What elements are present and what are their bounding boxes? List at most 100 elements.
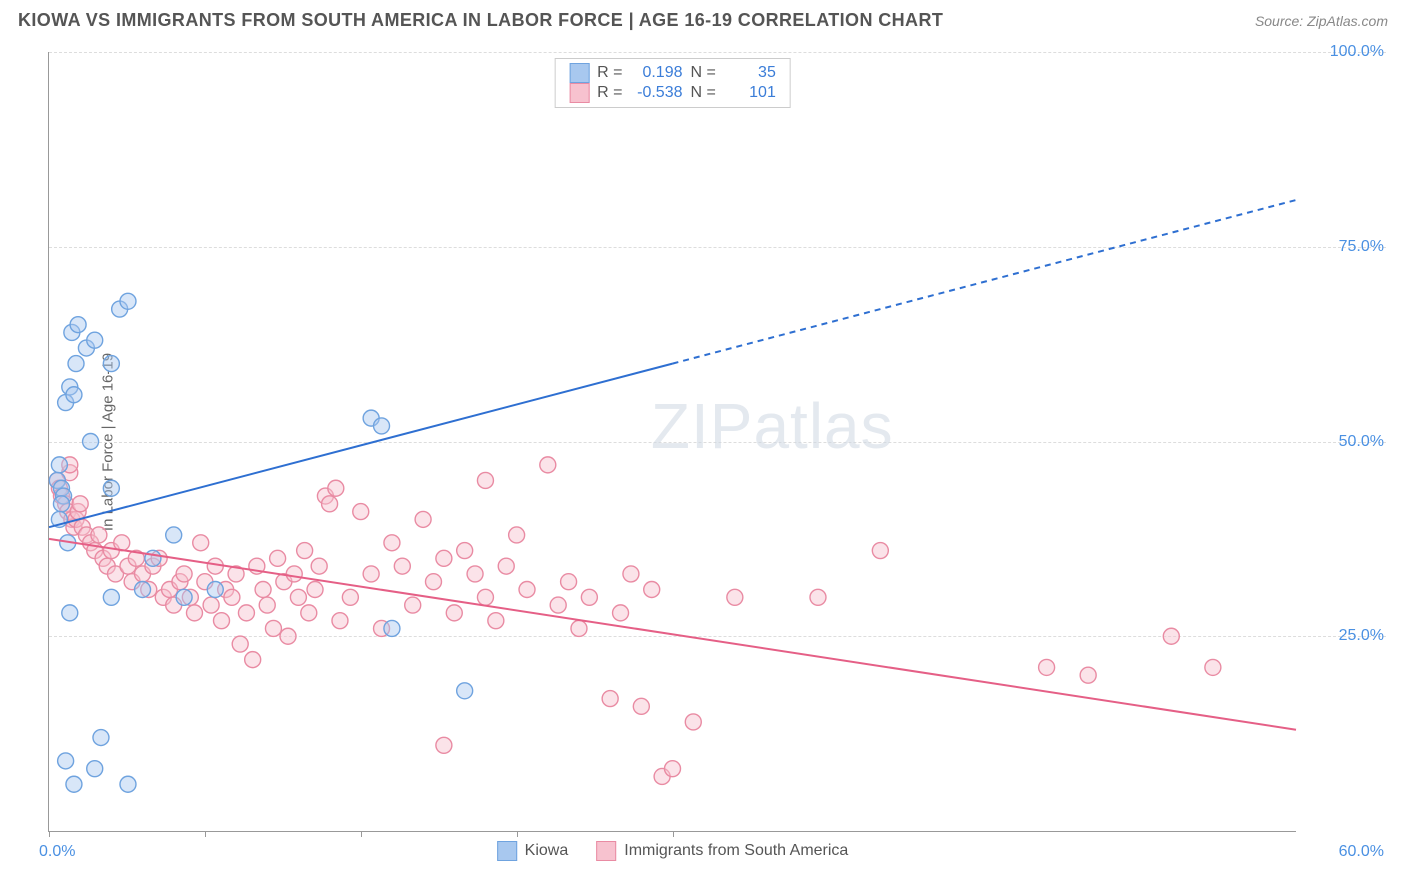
- data-point: [436, 550, 452, 566]
- trend-line: [49, 539, 1296, 730]
- data-point: [550, 597, 566, 613]
- data-point: [270, 550, 286, 566]
- stats-swatch-kiowa: [569, 63, 589, 83]
- chart-title: KIOWA VS IMMIGRANTS FROM SOUTH AMERICA I…: [18, 10, 943, 31]
- y-tick-label: 75.0%: [1339, 238, 1384, 256]
- data-point: [286, 566, 302, 582]
- data-point: [232, 636, 248, 652]
- data-point: [665, 761, 681, 777]
- data-point: [467, 566, 483, 582]
- stats-row-immigrants: R = -0.538 N = 101: [569, 83, 776, 103]
- stats-N-label: N =: [691, 84, 716, 102]
- stats-R-label: R =: [597, 64, 622, 82]
- data-point: [457, 683, 473, 699]
- stats-N-label: N =: [691, 64, 716, 82]
- data-point: [307, 582, 323, 598]
- data-point: [72, 496, 88, 512]
- data-point: [415, 511, 431, 527]
- data-point: [51, 457, 67, 473]
- stats-N-kiowa: 35: [724, 64, 776, 82]
- data-point: [623, 566, 639, 582]
- data-point: [498, 558, 514, 574]
- data-point: [207, 582, 223, 598]
- data-point: [290, 589, 306, 605]
- data-point: [394, 558, 410, 574]
- y-tick-label: 100.0%: [1330, 43, 1384, 61]
- data-point: [120, 776, 136, 792]
- data-point: [374, 418, 390, 434]
- data-point: [353, 504, 369, 520]
- x-tick: [517, 831, 518, 837]
- trend-line: [49, 364, 673, 528]
- data-point: [93, 730, 109, 746]
- data-point: [145, 550, 161, 566]
- data-point: [265, 620, 281, 636]
- data-point: [457, 543, 473, 559]
- data-point: [166, 527, 182, 543]
- data-point: [135, 582, 151, 598]
- data-point: [685, 714, 701, 730]
- data-point: [297, 543, 313, 559]
- data-point: [214, 613, 230, 629]
- data-point: [301, 605, 317, 621]
- data-point: [87, 761, 103, 777]
- data-point: [384, 620, 400, 636]
- legend: Kiowa Immigrants from South America: [497, 841, 849, 861]
- stats-R-immigrants: -0.538: [631, 84, 683, 102]
- data-point: [176, 589, 192, 605]
- stats-swatch-immigrants: [569, 83, 589, 103]
- data-point: [488, 613, 504, 629]
- data-point: [872, 543, 888, 559]
- data-point: [405, 597, 421, 613]
- legend-item-immigrants: Immigrants from South America: [596, 841, 848, 861]
- data-point: [425, 574, 441, 590]
- x-tick: [361, 831, 362, 837]
- data-point: [255, 582, 271, 598]
- data-point: [1163, 628, 1179, 644]
- x-axis-max-label: 60.0%: [1339, 843, 1384, 861]
- data-point: [193, 535, 209, 551]
- data-point: [259, 597, 275, 613]
- data-point: [53, 496, 69, 512]
- stats-row-kiowa: R = 0.198 N = 35: [569, 63, 776, 83]
- data-point: [224, 589, 240, 605]
- data-point: [103, 356, 119, 372]
- data-point: [186, 605, 202, 621]
- data-point: [633, 698, 649, 714]
- data-point: [519, 582, 535, 598]
- data-point: [1039, 659, 1055, 675]
- data-point: [58, 753, 74, 769]
- data-point: [91, 527, 107, 543]
- data-point: [83, 434, 99, 450]
- source-attribution: Source: ZipAtlas.com: [1255, 13, 1388, 29]
- data-point: [581, 589, 597, 605]
- data-point: [571, 620, 587, 636]
- data-point: [238, 605, 254, 621]
- data-point: [62, 605, 78, 621]
- data-point: [328, 480, 344, 496]
- data-point: [311, 558, 327, 574]
- data-point: [477, 472, 493, 488]
- data-point: [810, 589, 826, 605]
- data-point: [66, 776, 82, 792]
- data-point: [103, 480, 119, 496]
- data-point: [176, 566, 192, 582]
- data-point: [644, 582, 660, 598]
- data-point: [561, 574, 577, 590]
- data-point: [203, 597, 219, 613]
- data-point: [436, 737, 452, 753]
- data-point: [70, 317, 86, 333]
- data-point: [1080, 667, 1096, 683]
- data-point: [332, 613, 348, 629]
- x-tick: [673, 831, 674, 837]
- stats-N-immigrants: 101: [724, 84, 776, 102]
- data-point: [342, 589, 358, 605]
- y-tick-label: 25.0%: [1339, 627, 1384, 645]
- stats-R-kiowa: 0.198: [631, 64, 683, 82]
- chart-plot-area: In Labor Force | Age 16-19 25.0%50.0%75.…: [48, 52, 1296, 832]
- stats-box: R = 0.198 N = 35 R = -0.538 N = 101: [554, 58, 791, 108]
- y-tick-label: 50.0%: [1339, 433, 1384, 451]
- data-point: [727, 589, 743, 605]
- data-point: [540, 457, 556, 473]
- data-point: [613, 605, 629, 621]
